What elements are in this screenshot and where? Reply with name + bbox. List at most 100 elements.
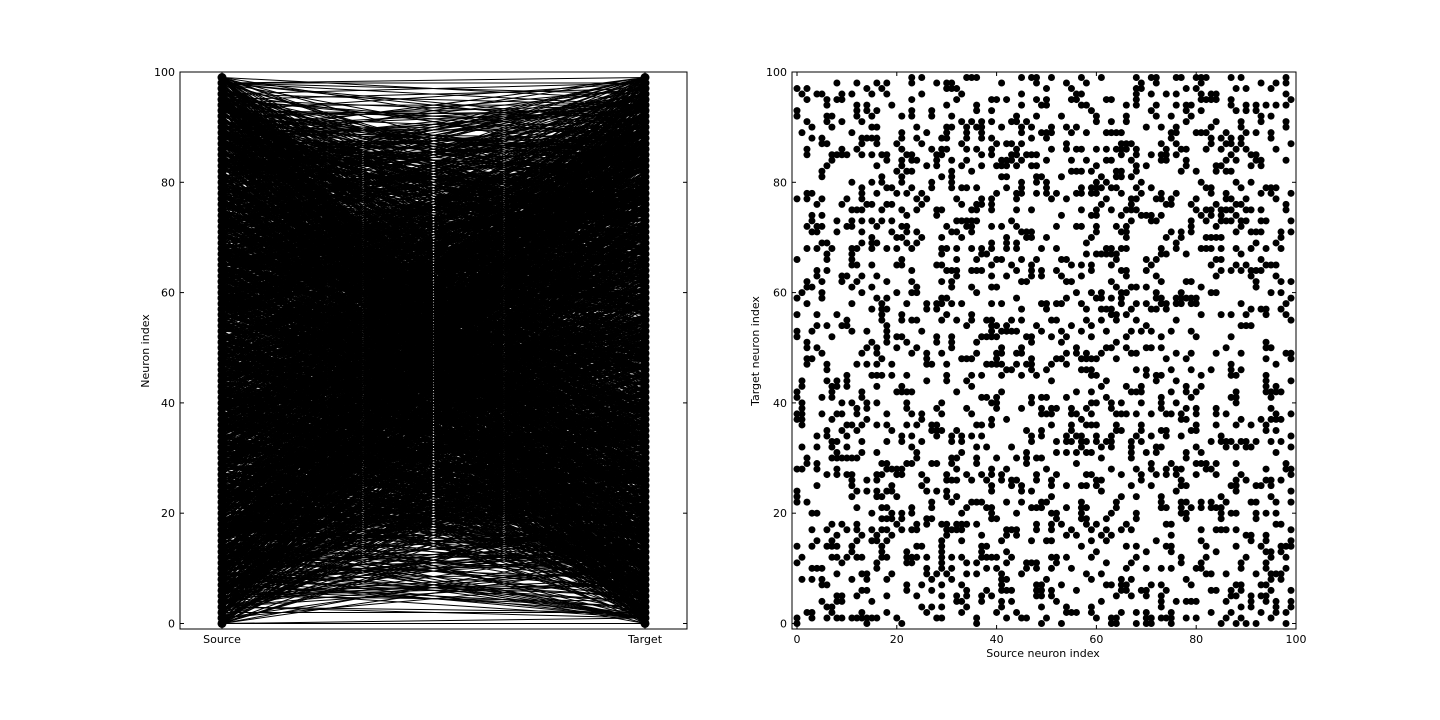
connection-line: [221, 77, 646, 194]
connection-point: [1212, 349, 1220, 357]
connection-point: [983, 360, 991, 368]
connection-point: [1147, 460, 1155, 468]
connection-point: [923, 162, 931, 170]
connection-point: [1217, 206, 1225, 214]
connection-point: [1122, 520, 1130, 528]
connection-point: [848, 222, 856, 230]
connection-point: [793, 542, 801, 550]
connection-point: [1222, 443, 1230, 451]
connection-point: [903, 151, 911, 159]
connection-point: [1147, 90, 1155, 98]
connection-point: [948, 344, 956, 352]
connection-point: [1152, 443, 1160, 451]
connection-point: [868, 283, 876, 291]
connection-point: [963, 570, 971, 578]
connection-point: [1003, 559, 1011, 567]
connection-point: [1082, 316, 1090, 324]
connection-point: [808, 123, 816, 131]
connection-point: [1142, 564, 1150, 572]
connection-point: [973, 267, 981, 275]
connection-point: [1042, 366, 1050, 374]
connection-point: [1177, 294, 1185, 302]
connection-point: [883, 437, 891, 445]
connection-point: [963, 355, 971, 363]
connection-point: [1227, 586, 1235, 594]
connection-point: [1013, 476, 1021, 484]
connection-point: [1227, 101, 1235, 109]
connection-point: [1127, 526, 1135, 534]
connection-point: [898, 432, 906, 440]
connection-point: [998, 327, 1006, 335]
connection-point: [1127, 173, 1135, 181]
connection-point: [863, 586, 871, 594]
connection-point: [1018, 498, 1026, 506]
connection-point: [928, 360, 936, 368]
connection-point: [1277, 233, 1285, 241]
connection-point: [1177, 415, 1185, 423]
connection-point: [923, 564, 931, 572]
connection-point: [1072, 531, 1080, 539]
connection-line: [221, 137, 646, 624]
connection-point: [1182, 118, 1190, 126]
connection-point: [1013, 531, 1021, 539]
connection-point: [1137, 211, 1145, 219]
connection-point: [853, 145, 861, 153]
connection-line: [221, 396, 646, 602]
connection-point: [978, 393, 986, 401]
connection-point: [1152, 195, 1160, 203]
connection-point: [808, 614, 816, 622]
connection-point: [1207, 211, 1215, 219]
connection-point: [923, 476, 931, 484]
connection-point: [1172, 294, 1180, 302]
connection-point: [1077, 415, 1085, 423]
connection-point: [848, 250, 856, 258]
connection-point: [933, 432, 941, 440]
connection-point: [1142, 608, 1150, 616]
connection-point: [928, 498, 936, 506]
connection-point: [1267, 184, 1275, 192]
connection-point: [1052, 222, 1060, 230]
connection-point: [1047, 493, 1055, 501]
connection-point: [833, 79, 841, 87]
y-tick-label: 60: [161, 287, 175, 300]
connection-point: [1057, 619, 1065, 627]
connection-point: [1033, 371, 1041, 379]
source-neuron-marker: [217, 73, 227, 83]
connection-point: [1287, 487, 1295, 495]
connection-point: [1087, 211, 1095, 219]
connection-point: [1008, 156, 1016, 164]
connection-point: [873, 399, 881, 407]
connection-point: [848, 493, 856, 501]
connection-point: [1047, 129, 1055, 137]
connection-point: [1033, 526, 1041, 534]
connection-point: [1157, 592, 1165, 600]
connection-point: [1132, 366, 1140, 374]
connection-point: [1062, 195, 1070, 203]
connection-point: [943, 476, 951, 484]
connection-point: [823, 360, 831, 368]
connection-point: [1082, 437, 1090, 445]
connection-point: [833, 597, 841, 605]
connection-point: [1018, 614, 1026, 622]
connection-point: [1033, 592, 1041, 600]
connection-point: [1142, 211, 1150, 219]
connection-point: [1257, 256, 1265, 264]
connection-point: [883, 151, 891, 159]
connection-point: [1212, 526, 1220, 534]
connection-point: [1082, 305, 1090, 313]
connection-point: [1072, 460, 1080, 468]
connection-point: [1232, 211, 1240, 219]
connection-point: [1232, 482, 1240, 490]
connection-point: [823, 140, 831, 148]
connection-point: [1147, 482, 1155, 490]
connection-line: [221, 435, 646, 597]
connection-point: [883, 294, 891, 302]
connection-line: [221, 99, 646, 442]
connection-point: [833, 614, 841, 622]
connection-line: [221, 93, 646, 189]
connection-point: [1242, 195, 1250, 203]
connection-point: [1162, 250, 1170, 258]
connection-point: [1147, 151, 1155, 159]
connection-point: [873, 449, 881, 457]
